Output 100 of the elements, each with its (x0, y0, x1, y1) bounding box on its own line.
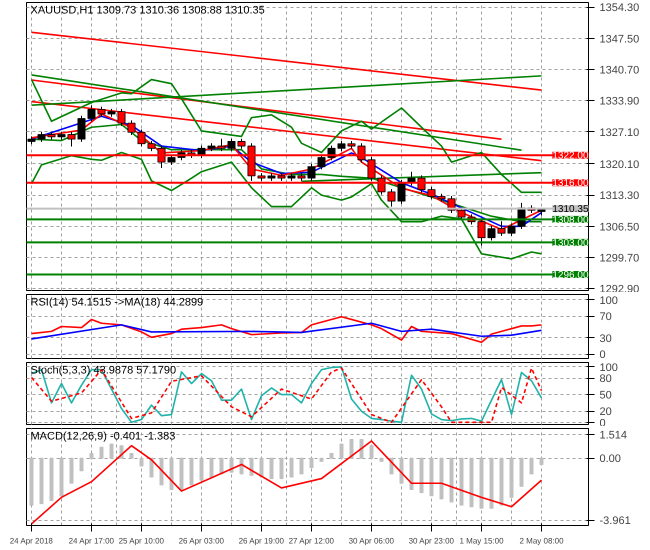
bar (100, 446, 104, 459)
bar (30, 458, 34, 506)
bar (380, 458, 384, 462)
bar (160, 458, 164, 486)
bar (310, 458, 314, 468)
candlestick (228, 138, 236, 152)
bar (510, 458, 514, 498)
candlestick (318, 154, 326, 170)
bar (490, 458, 494, 509)
bar (480, 458, 484, 509)
bar (320, 458, 324, 462)
candlestick (218, 138, 226, 152)
y-tick-label: 20 (600, 406, 612, 418)
ref-line-label: 1308.00 (552, 214, 589, 226)
bar (290, 458, 294, 478)
bar (270, 458, 274, 480)
bar (130, 453, 134, 459)
y-tick-label: 100 (600, 294, 618, 307)
x-tick-label: 25 Apr 10:00 (118, 536, 165, 546)
bar (140, 458, 144, 467)
line-series (30, 316, 542, 344)
x-tick-label: 2 May 08:00 (519, 536, 564, 546)
bar (430, 458, 434, 496)
bar (410, 458, 414, 490)
candlestick (398, 179, 406, 204)
y-tick-label: 0 (600, 417, 606, 430)
bar (60, 458, 64, 496)
candlestick (78, 115, 86, 142)
candlestick (148, 140, 156, 152)
x-tick-label: 24 Apr 2018 (10, 536, 54, 546)
ref-line-label: 1316.00 (552, 178, 589, 190)
y-tick-label: 1354.30 (600, 2, 640, 14)
bar (400, 458, 404, 484)
bar (440, 458, 444, 500)
x-tick-label: 26 Apr 19:00 (238, 536, 285, 546)
y-tick-label: 1306.50 (600, 221, 640, 234)
candlestick (68, 131, 76, 147)
bar (520, 458, 524, 487)
x-tick-label: 24 Apr 17:00 (68, 536, 115, 546)
y-tick-label: 1313.30 (600, 190, 640, 202)
chart-title: RSI(14) 54.1515 ->MA(18) 44.2899 (30, 296, 204, 308)
y-tick-label: 30 (600, 332, 612, 345)
bar (170, 458, 174, 490)
bar (460, 458, 464, 506)
ref-line-label: 1310.35 (552, 204, 589, 216)
y-tick-label: 0 (600, 349, 606, 362)
y-tick-label: 1340.70 (600, 64, 640, 76)
bar (40, 458, 44, 504)
y-tick-label: 50 (600, 390, 612, 402)
y-tick-label: 1320.10 (600, 158, 640, 171)
candlestick (88, 104, 96, 122)
bar (190, 458, 194, 486)
bar (220, 458, 224, 474)
bar (50, 458, 54, 501)
bar (540, 458, 544, 465)
bar (200, 458, 204, 481)
bar (340, 444, 344, 459)
line-series (30, 322, 542, 340)
x-tick-label: 1 May 15:00 (459, 536, 504, 546)
bar (300, 458, 304, 474)
y-tick-label: 0.00 (600, 453, 621, 466)
bar (530, 458, 534, 474)
candlestick (168, 154, 176, 166)
chart-title: MACD(12,26,9) -0.401 -1.383 (30, 430, 176, 442)
y-tick-label: 80 (600, 373, 612, 385)
bar (370, 445, 374, 459)
y-tick-label: -3.961 (600, 515, 631, 528)
y-tick-label: 1.514 (600, 430, 628, 442)
y-tick-label: 100 (600, 362, 618, 374)
bar (280, 458, 284, 480)
line-series (30, 440, 542, 525)
candlestick (388, 188, 396, 208)
y-tick-label: 1299.70 (600, 252, 640, 264)
bar (110, 444, 114, 459)
bar (80, 458, 84, 472)
y-tick-label: 1347.50 (600, 33, 640, 46)
candlestick (508, 223, 516, 236)
bar (470, 458, 474, 508)
bar (500, 458, 504, 506)
candlestick (458, 206, 466, 220)
chart-title: XAUUSD,H1 1309.73 1310.36 1308.88 1310.35 (30, 4, 265, 16)
ref-line-label: 1296.00 (552, 270, 589, 281)
candlestick (488, 225, 496, 242)
candlestick (428, 186, 436, 200)
bar (90, 453, 94, 459)
bar (210, 458, 214, 478)
x-tick-label: 30 Apr 23:00 (408, 536, 455, 546)
x-tick-label: 27 Apr 12:00 (288, 536, 335, 546)
bar (70, 458, 74, 484)
bar (420, 458, 424, 494)
bar (260, 458, 264, 478)
candlestick (38, 131, 46, 142)
x-tick-label: 26 Apr 03:00 (178, 536, 225, 546)
bar (180, 458, 184, 490)
chart-title: Stoch(5,3,3) 43.9878 57.1790 (30, 364, 176, 376)
bar (450, 458, 454, 503)
candlestick (138, 129, 146, 147)
y-tick-label: 1327.10 (600, 126, 640, 139)
candlestick (128, 120, 136, 136)
y-tick-label: 70 (600, 311, 612, 324)
